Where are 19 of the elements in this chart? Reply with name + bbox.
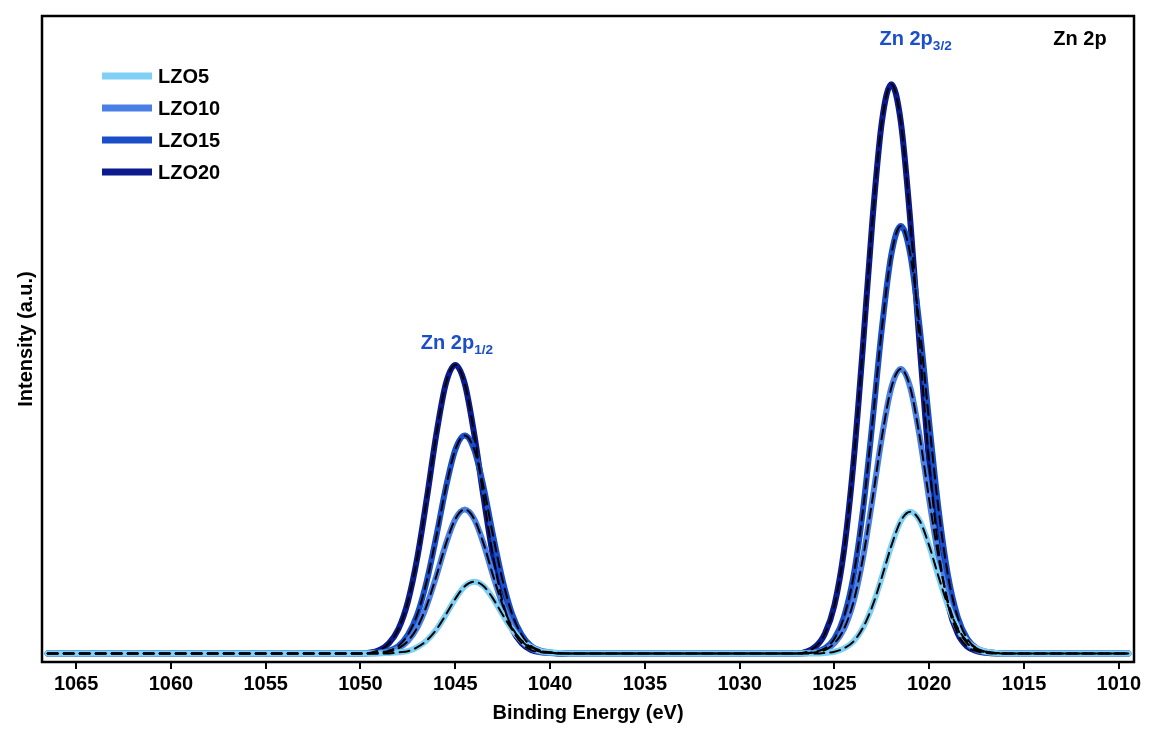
x-axis-title: Binding Energy (eV) [492, 700, 684, 723]
x-tick-label: 1050 [338, 671, 383, 694]
x-tick-label: 1030 [717, 671, 762, 694]
x-tick-label: 1015 [1001, 671, 1047, 694]
x-tick-label: 1040 [527, 671, 573, 694]
x-tick-label: 1060 [148, 671, 194, 694]
legend-label: LZO20 [158, 160, 221, 183]
x-tick-label: 1010 [1096, 671, 1142, 694]
legend-label: LZO15 [158, 128, 221, 151]
legend-label: LZO5 [158, 64, 210, 87]
x-tick-label: 1065 [53, 671, 99, 694]
x-tick-label: 1035 [622, 671, 668, 694]
y-axis-title: Intensity (a.u.) [13, 271, 36, 407]
x-tick-label: 1055 [243, 671, 288, 694]
x-tick-label: 1020 [907, 671, 952, 694]
x-tick-label: 1025 [812, 671, 857, 694]
legend-label: LZO10 [158, 96, 221, 119]
x-tick-label: 1045 [433, 671, 478, 694]
text: Zn 2p [1053, 27, 1107, 50]
